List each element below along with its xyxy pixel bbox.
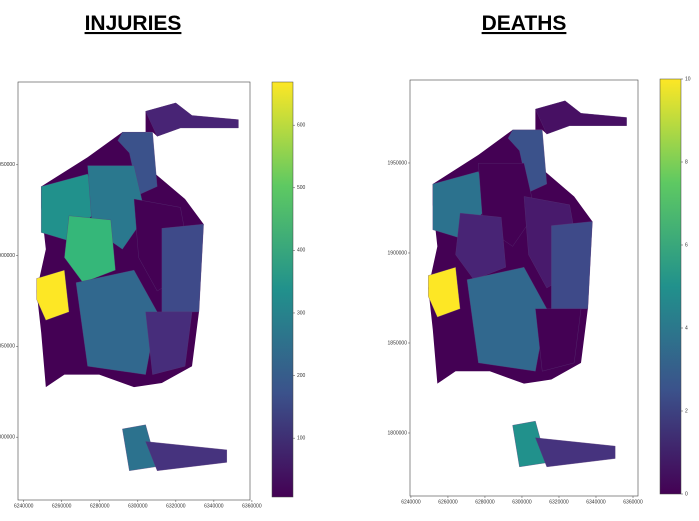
panel-title: DEATHS <box>482 12 567 35</box>
map-frame <box>17 81 251 501</box>
x-tick-label: 6360000 <box>623 499 643 505</box>
colorbar-tick-label: 2 <box>685 408 688 414</box>
colorbar-tick-label: 8 <box>685 159 688 165</box>
colorbar-tick-label: 0 <box>685 491 688 497</box>
colorbar <box>659 78 682 495</box>
panel-title: INJURIES <box>85 12 182 35</box>
x-tick-label: 6280000 <box>475 499 495 505</box>
map-region <box>535 100 627 135</box>
map-frame <box>409 79 639 497</box>
map-region <box>64 215 116 283</box>
colorbar-tick-label: 6 <box>685 242 688 248</box>
x-tick-label: 6340000 <box>586 499 606 505</box>
x-tick-label: 6300000 <box>512 499 532 505</box>
colorbar-tick-label: 4 <box>685 325 688 331</box>
x-tick-label: 6360000 <box>242 503 262 509</box>
y-tick-label: 1850000 <box>388 340 408 346</box>
x-tick-label: 6260000 <box>52 503 72 509</box>
x-tick-label: 6240000 <box>401 499 421 505</box>
x-tick-label: 6260000 <box>438 499 458 505</box>
y-tick-label: 1900000 <box>0 253 15 259</box>
y-tick-label: 1850000 <box>0 344 15 350</box>
y-tick-label: 1900000 <box>388 250 408 256</box>
x-tick-label: 6320000 <box>166 503 186 509</box>
colorbar-tick-label: 200 <box>297 373 306 379</box>
map-region <box>145 311 193 375</box>
colorbar-tick-label: 300 <box>297 310 306 316</box>
y-tick-label: 1800000 <box>388 430 408 436</box>
map-region <box>551 221 593 309</box>
x-tick-label: 6300000 <box>128 503 148 509</box>
map-region <box>161 223 204 313</box>
colorbar <box>271 81 294 498</box>
map-region <box>145 441 227 471</box>
map-region <box>535 308 582 372</box>
y-tick-label: 1800000 <box>0 435 15 441</box>
colorbar-tick-label: 500 <box>297 185 306 191</box>
x-tick-label: 6320000 <box>549 499 569 505</box>
x-tick-label: 6340000 <box>204 503 224 509</box>
colorbar-tick-label: 600 <box>297 123 306 129</box>
colorbar-tick-label: 10 <box>685 76 691 82</box>
y-tick-label: 1950000 <box>388 160 408 166</box>
map-region <box>145 102 239 137</box>
map-region <box>36 269 70 321</box>
map-region <box>428 267 461 318</box>
map-region <box>535 437 616 468</box>
x-tick-label: 6280000 <box>90 503 110 509</box>
y-tick-label: 1950000 <box>0 162 15 168</box>
x-tick-label: 6240000 <box>14 503 34 509</box>
colorbar-tick-label: 400 <box>297 248 306 254</box>
colorbar-tick-label: 100 <box>297 435 306 441</box>
map-region <box>455 212 506 280</box>
